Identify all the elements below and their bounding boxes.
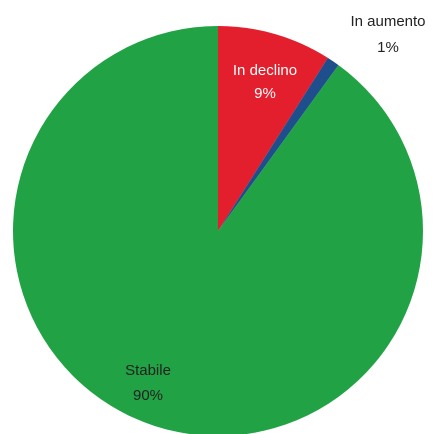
slice-value-in-aumento: 1%: [377, 39, 399, 56]
slice-value-stabile: 90%: [133, 387, 163, 404]
slice-label-in-aumento: In aumento: [350, 13, 425, 30]
pie-labels: In declino 9% In aumento 1% Stabile 90%: [125, 13, 425, 404]
slice-stabile: [13, 26, 423, 434]
slice-label-in-declino: In declino: [233, 62, 297, 79]
slice-in-declino: [218, 26, 328, 231]
slice-label-stabile: Stabile: [125, 362, 171, 379]
slice-value-in-declino: 9%: [254, 85, 276, 102]
slice-in-aumento: [218, 57, 339, 231]
pie-slices: [13, 26, 423, 434]
